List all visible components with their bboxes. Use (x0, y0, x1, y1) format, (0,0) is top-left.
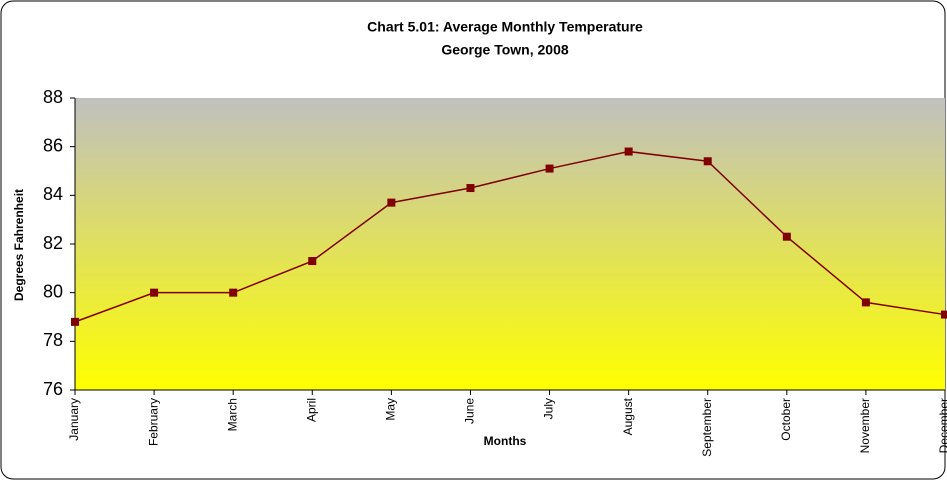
x-tick-label: April (304, 398, 318, 422)
chart-subtitle: George Town, 2008 (441, 42, 569, 58)
line (74, 150, 946, 323)
marker (466, 184, 475, 193)
x-tick-label: December (937, 398, 947, 453)
x-tick-label: January (67, 398, 81, 441)
marker (624, 147, 633, 156)
marker (782, 232, 791, 241)
chart-title: Chart 5.01: Average Monthly Temperature (367, 19, 643, 35)
marker (229, 288, 238, 297)
marker (308, 257, 317, 266)
y-tick-label: 80 (43, 281, 63, 301)
x-tick-label: February (146, 398, 160, 446)
x-tick-label: August (621, 397, 635, 435)
marker (387, 198, 396, 207)
y-tick-label: 88 (43, 87, 63, 107)
plot-area (75, 98, 945, 390)
y-axis-label: Degrees Fahrenheit (12, 189, 26, 301)
y-tick-label: 82 (43, 233, 63, 253)
marker (941, 310, 947, 319)
x-tick-label: November (858, 398, 872, 453)
y-tick-label: 84 (43, 184, 63, 204)
x-tick-label: September (700, 398, 714, 457)
x-tick-label: March (225, 398, 239, 431)
marker (703, 157, 712, 166)
y-tick-label: 76 (43, 379, 63, 399)
x-tick-label: July (542, 398, 556, 419)
marker (71, 317, 79, 326)
marker (150, 288, 159, 297)
marker (545, 164, 554, 173)
x-tick-label: October (779, 398, 793, 441)
y-tick-label: 78 (43, 330, 63, 350)
x-tick-label: May (384, 398, 398, 421)
marker (861, 298, 870, 307)
x-tick-label: June (463, 398, 477, 424)
x-axis-label: Months (484, 434, 527, 448)
y-tick-label: 86 (43, 135, 63, 155)
